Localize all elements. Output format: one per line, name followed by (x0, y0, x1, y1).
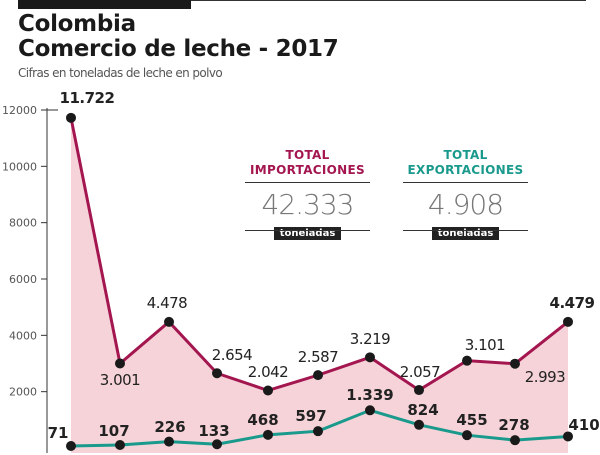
total-imports-label1: TOTAL (285, 148, 330, 162)
exports-data-label: 824 (407, 401, 438, 419)
imports-point (462, 355, 472, 366)
value-rule (245, 230, 370, 231)
imports-point (263, 385, 273, 396)
callout-rule (245, 182, 370, 183)
y-tick-label: 10000 (2, 160, 37, 173)
chart-subtitle: Cifras en toneladas de leche en polvo (18, 66, 223, 80)
imports-data-label: 2.654 (212, 346, 252, 364)
total-imports-value: 42.333 (261, 188, 355, 221)
imports-point (164, 316, 174, 327)
imports-data-label: 2.587 (298, 348, 338, 366)
total-exports-label1: TOTAL (443, 148, 488, 162)
y-tick-label: 4000 (9, 329, 37, 342)
total-exports-label2: EXPORTACIONES (407, 163, 524, 177)
imports-data-label: 4.478 (147, 294, 187, 312)
exports-data-label: 597 (295, 407, 326, 425)
chart-title: Colombia Comercio de leche - 2017 (18, 11, 339, 62)
exports-point (115, 439, 125, 450)
total-imports-unit: toneladas (273, 227, 342, 240)
imports-data-label: 2.057 (400, 363, 440, 381)
title-line-2: Comercio de leche - 2017 (18, 36, 339, 62)
imports-point (563, 316, 573, 327)
exports-data-label: 1.339 (346, 386, 393, 404)
total-exports-value: 4.908 (427, 188, 504, 221)
imports-point (414, 385, 424, 396)
exports-data-label: 468 (247, 411, 278, 429)
exports-point (510, 435, 520, 446)
imports-point (66, 112, 76, 123)
exports-point (414, 419, 424, 430)
exports-point (462, 430, 472, 441)
imports-data-label: 3.101 (465, 336, 505, 354)
total-exports-box: TOTAL EXPORTACIONES 4.908 toneladas (403, 148, 528, 240)
exports-point (164, 436, 174, 447)
exports-point (563, 431, 573, 442)
imports-point (115, 358, 125, 369)
exports-data-label: 410 (568, 416, 599, 434)
exports-data-label: 133 (198, 422, 229, 440)
imports-data-label: 3.219 (350, 330, 390, 348)
y-tick-label: 12000 (2, 104, 37, 117)
exports-data-label: 226 (154, 418, 185, 436)
header-bar (18, 0, 191, 9)
header-rule (191, 0, 586, 1)
exports-data-label: 107 (98, 422, 129, 440)
imports-data-label: 2.993 (525, 368, 565, 386)
exports-point (263, 429, 273, 440)
imports-data-label: 2.042 (248, 363, 288, 381)
exports-point (66, 441, 76, 452)
imports-data-label: 3.001 (100, 371, 140, 389)
imports-point (510, 358, 520, 369)
imports-point (212, 368, 222, 379)
value-rule (403, 230, 528, 231)
total-imports-label2: IMPORTACIONES (250, 163, 365, 177)
y-tick-label: 6000 (9, 273, 37, 286)
exports-data-label: 278 (498, 416, 529, 434)
exports-point (365, 405, 375, 416)
exports-point (313, 426, 323, 437)
exports-point (212, 439, 222, 450)
title-line-1: Colombia (18, 11, 136, 37)
y-tick-label: 2000 (9, 386, 37, 399)
total-exports-unit: toneladas (431, 227, 500, 240)
imports-area (71, 117, 568, 454)
exports-data-label: 455 (456, 411, 487, 429)
y-tick-label: 8000 (9, 217, 37, 230)
imports-point (365, 352, 375, 363)
imports-data-label: 4.479 (550, 294, 595, 312)
exports-data-label: 71 (48, 424, 69, 442)
imports-data-label: 11.722 (60, 89, 115, 107)
callout-rule (403, 182, 528, 183)
total-imports-box: TOTAL IMPORTACIONES 42.333 toneladas (245, 148, 370, 240)
imports-point (313, 370, 323, 381)
